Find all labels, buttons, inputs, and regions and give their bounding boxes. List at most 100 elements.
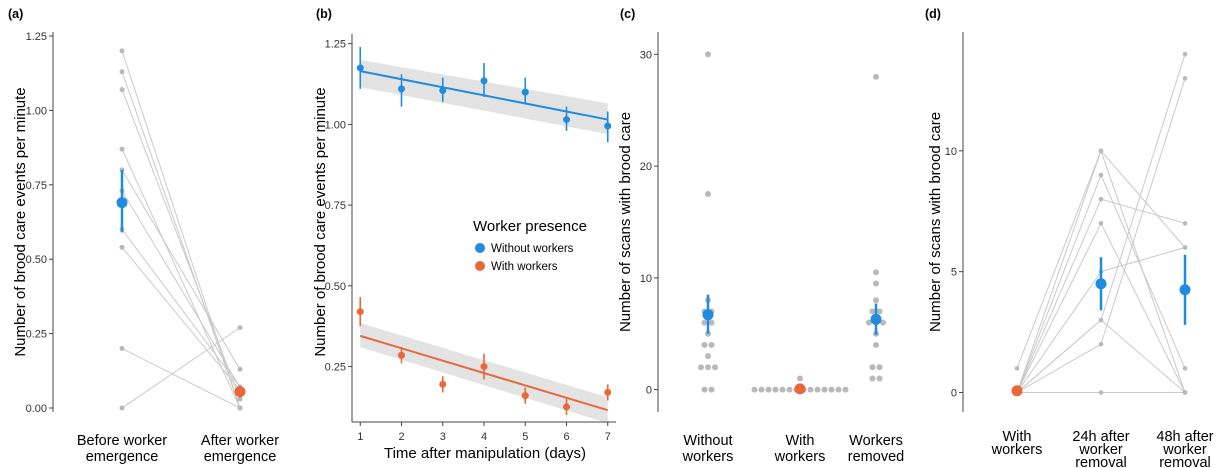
x-category-label: With workers — [991, 429, 1043, 458]
mean-point — [234, 386, 246, 398]
x-category-label: Workers removed — [848, 433, 904, 465]
y-tick-label: 30 — [640, 49, 652, 61]
data-point — [701, 319, 708, 326]
data-point — [1098, 196, 1104, 202]
data-point — [1098, 341, 1104, 347]
y-tick-label: 0.25 — [325, 362, 346, 374]
mean-point — [1179, 284, 1191, 296]
mean-point — [1095, 278, 1107, 290]
mean-point — [702, 309, 714, 321]
data-point — [1182, 245, 1188, 250]
y-tick-label: 0.50 — [26, 254, 47, 266]
data-point — [119, 48, 125, 54]
data-point — [119, 87, 125, 93]
paired-line — [121, 327, 241, 409]
legend-marker-with-workers — [475, 261, 485, 271]
data-point — [119, 146, 125, 152]
x-axis-label-b: Time after manipulation (days) — [384, 445, 586, 462]
data-point — [1182, 76, 1188, 81]
mean-point — [794, 383, 806, 395]
panel-label-b: (b) — [316, 7, 332, 21]
paired-line — [121, 89, 241, 400]
data-point — [604, 122, 612, 130]
legend: Worker presence Without workers With wor… — [473, 218, 587, 273]
data-point — [439, 87, 447, 95]
data-point — [880, 319, 886, 326]
x-tick-label: 1 — [357, 431, 363, 443]
x-tick-label: 6 — [563, 431, 569, 443]
x-tick-label: 7 — [605, 431, 611, 443]
data-point — [398, 351, 405, 359]
data-point — [869, 308, 876, 315]
data-point — [480, 77, 488, 85]
data-point — [873, 341, 879, 348]
x-tick-label: 4 — [481, 431, 487, 443]
data-point — [237, 366, 243, 372]
data-point — [237, 396, 243, 402]
x-category-label: 48h after worker removal — [1156, 429, 1213, 468]
data-point — [821, 386, 828, 393]
data-point — [705, 353, 711, 360]
legend-marker-without-workers — [475, 243, 485, 253]
data-point — [521, 392, 529, 400]
data-point — [807, 386, 814, 393]
data-point — [814, 386, 821, 393]
data-point — [604, 388, 612, 396]
confidence-band — [360, 59, 608, 135]
data-point — [751, 386, 758, 393]
y-axis-label-c: Number of scans with brood care — [617, 112, 634, 332]
data-point — [398, 85, 405, 93]
data-point — [237, 405, 243, 411]
data-point — [869, 364, 876, 371]
data-point — [119, 69, 125, 75]
data-point — [772, 386, 779, 393]
paired-line — [121, 169, 241, 370]
legend-label-with-workers: With workers — [491, 261, 558, 273]
y-tick-label: 0.25 — [26, 329, 47, 341]
x-tick-label: 3 — [440, 431, 446, 443]
data-point — [705, 364, 711, 371]
paired-line — [121, 348, 241, 409]
data-point — [1098, 390, 1104, 395]
legend-title: Worker presence — [473, 218, 587, 235]
x-category-label: Before worker emergence — [77, 433, 167, 465]
data-point — [701, 386, 708, 393]
y-tick-label: 1.25 — [325, 39, 346, 51]
data-point — [1014, 366, 1020, 371]
x-category-label: After worker emergence — [201, 433, 279, 465]
x-category-label: 24h after worker removal — [1072, 429, 1129, 468]
data-point — [521, 88, 529, 96]
y-tick-label: 0.00 — [26, 403, 47, 415]
data-point — [873, 269, 879, 276]
y-tick-label: 20 — [640, 161, 652, 173]
y-tick-label: 5 — [951, 267, 957, 279]
paired-line — [121, 246, 241, 391]
y-tick-label: 0.75 — [325, 200, 346, 212]
y-axis-label-a: Number of brood care events per minute — [12, 87, 29, 356]
paired-line — [121, 50, 241, 409]
y-axis-label-d: Number of scans with brood care — [927, 112, 944, 332]
y-tick-label: 0 — [646, 385, 652, 397]
y-tick-label: 1.25 — [26, 31, 47, 43]
data-point — [873, 280, 879, 287]
x-category-label: With workers — [774, 433, 826, 465]
data-point — [869, 375, 876, 382]
data-point — [835, 386, 842, 393]
y-tick-label: 1.00 — [325, 119, 346, 131]
data-point — [1182, 390, 1188, 395]
data-point — [356, 64, 364, 72]
data-point — [1182, 221, 1188, 226]
data-point — [779, 386, 786, 393]
data-point — [119, 345, 125, 351]
y-axis-label-b: Number of brood care events per minute — [312, 87, 329, 356]
data-point — [873, 297, 879, 304]
data-point — [842, 386, 849, 393]
data-point — [1098, 221, 1104, 226]
data-point — [439, 380, 447, 388]
data-point — [866, 319, 872, 326]
data-point — [356, 308, 364, 316]
data-point — [876, 375, 883, 382]
paired-line — [121, 229, 241, 388]
data-point — [1098, 148, 1104, 154]
